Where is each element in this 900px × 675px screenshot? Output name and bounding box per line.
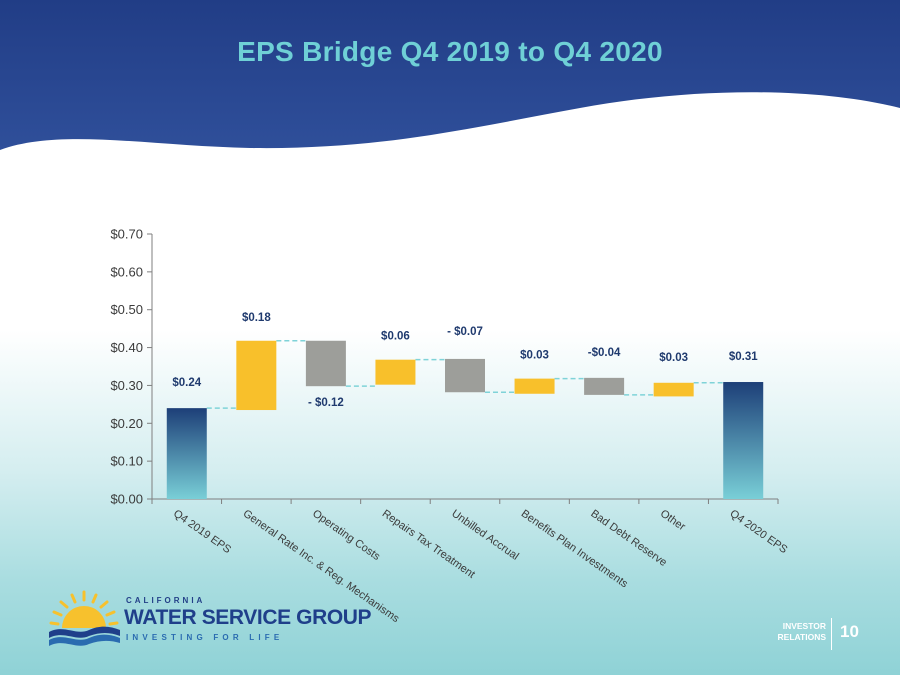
chart-axes: $0.00 $0.10 $0.20 $0.30 $0.40 $0.50 $0.60 $0.70	[110, 227, 779, 507]
sun-wave-icon	[49, 590, 120, 646]
category-label: Q4 2019 EPS	[171, 508, 233, 556]
bar-increase	[236, 340, 277, 411]
header-wave-background	[0, 0, 900, 150]
y-tick-label: $0.60	[110, 264, 143, 279]
bar-increase	[514, 378, 555, 394]
bar-decrease	[445, 358, 485, 393]
bar-decrease	[305, 340, 346, 387]
y-tick-label: $0.50	[110, 302, 143, 317]
page-number: 10	[840, 622, 859, 641]
data-label: $0.24	[172, 377, 201, 389]
y-tick-label: $0.00	[110, 492, 143, 507]
investor-relations-label: INVESTOR RELATIONS	[768, 621, 826, 643]
logo-main-text: WATER SERVICE GROUP	[124, 606, 372, 629]
chart-connectors	[206, 340, 724, 409]
data-label: - $0.12	[308, 397, 344, 409]
bar-increase	[653, 382, 694, 397]
category-label: Unbilled Accrual	[449, 508, 520, 563]
category-label: Operating Costs	[310, 508, 382, 564]
bar-decrease	[584, 377, 625, 395]
y-tick-label: $0.20	[110, 416, 143, 431]
footer-divider	[831, 618, 832, 650]
bar-increase	[375, 359, 416, 385]
bar-total	[166, 408, 207, 499]
chart-data-labels: $0.24 $0.18 - $0.12 $0.06 - $0.07 $0.03 -$0.04…	[172, 312, 758, 409]
logo-tagline: INVESTING FOR LIFE	[126, 633, 284, 642]
y-tick-label: $0.40	[110, 340, 143, 355]
data-label: $0.03	[520, 350, 549, 362]
y-tick-label: $0.10	[110, 454, 143, 469]
category-label: Other	[658, 508, 688, 534]
y-tick-label: $0.70	[110, 227, 143, 242]
chart-bars	[166, 340, 764, 499]
data-label: $0.18	[242, 312, 271, 324]
logo-small-text: CALIFORNIA	[126, 596, 206, 605]
data-label: - $0.07	[447, 326, 483, 338]
category-label: Q4 2020 EPS	[728, 508, 790, 556]
data-label: $0.03	[659, 352, 688, 364]
bar-total	[723, 382, 764, 499]
slide-title: EPS Bridge Q4 2019 to Q4 2020	[237, 36, 663, 67]
data-label: $0.31	[729, 351, 758, 363]
y-tick-label: $0.30	[110, 378, 143, 393]
data-label: -$0.04	[588, 347, 621, 359]
investor-relations-text: INVESTOR RELATIONS	[777, 621, 826, 642]
data-label: $0.06	[381, 331, 410, 343]
company-logo	[44, 590, 364, 650]
